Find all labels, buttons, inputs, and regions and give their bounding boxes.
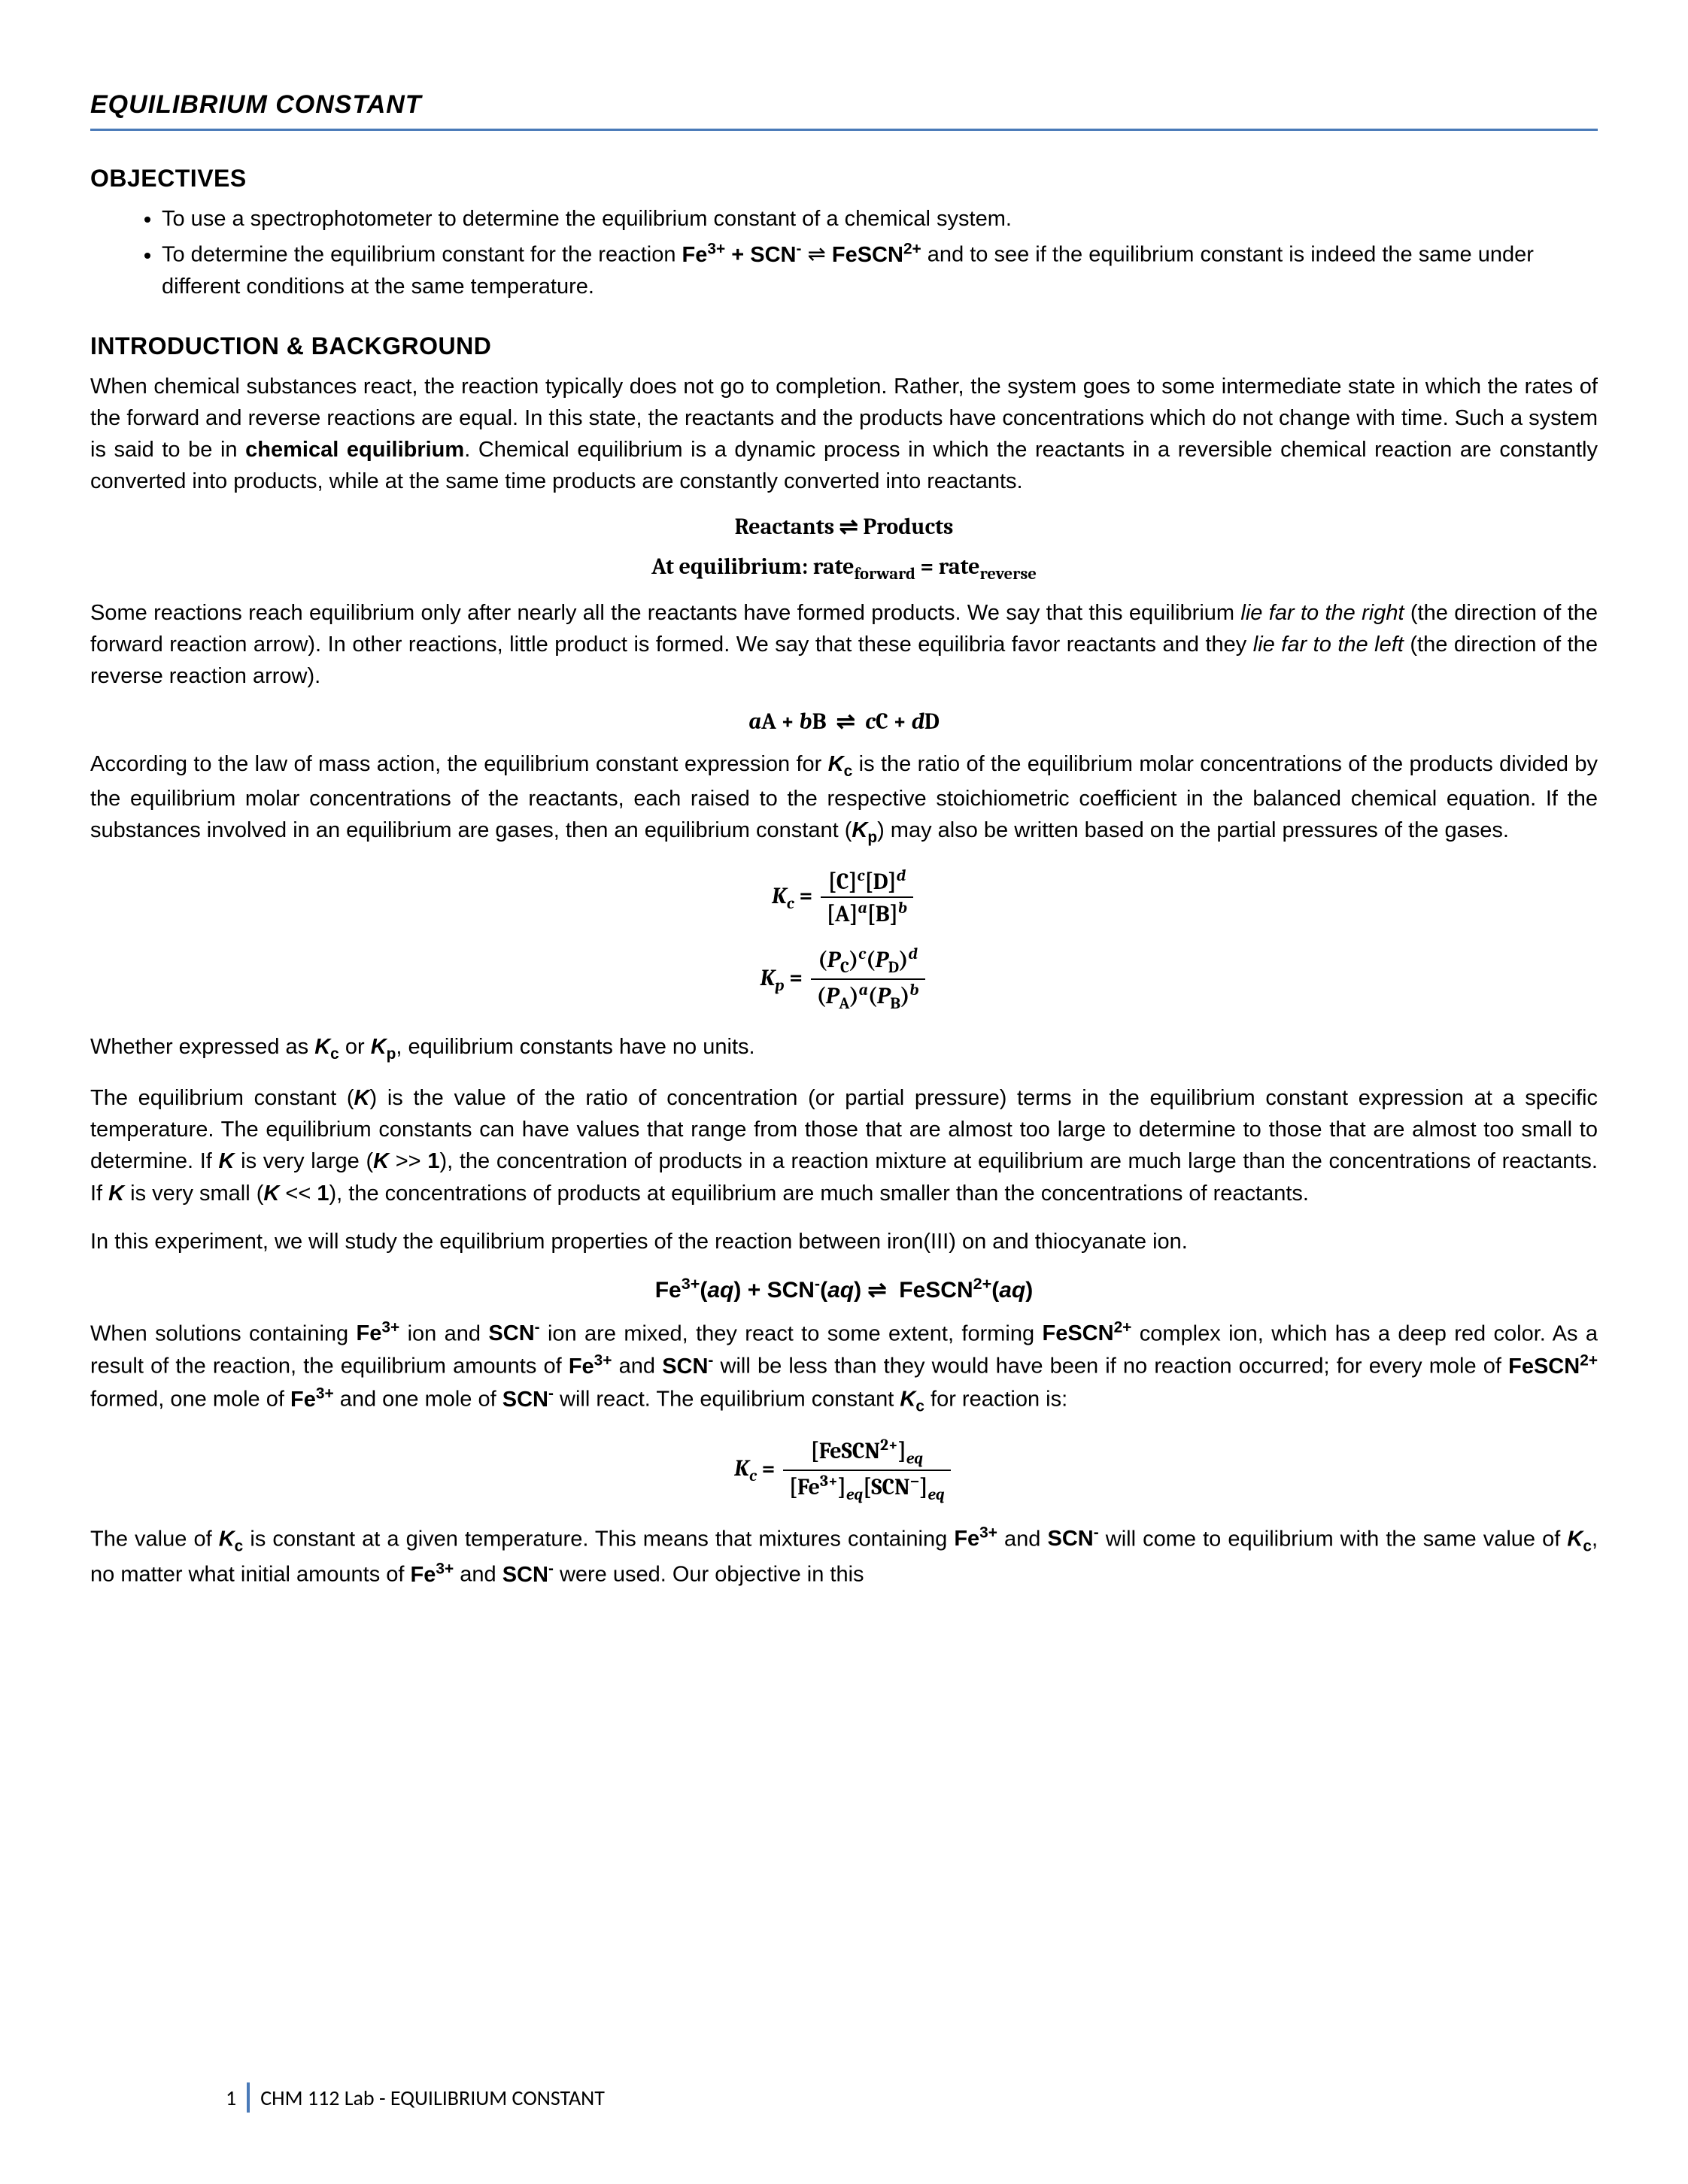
objectives-heading: OBJECTIVES <box>90 165 1598 193</box>
objectives-list: To use a spectrophotometer to determine … <box>162 203 1598 302</box>
eq-sub: forward <box>855 564 915 584</box>
paragraph: When chemical substances react, the reac… <box>90 371 1598 497</box>
equation-kc-fescn: Kc = [FeSCN2+]eq [Fe3+]eq[SCN−]eq <box>90 1436 1598 1504</box>
intro-heading: INTRODUCTION & BACKGROUND <box>90 332 1598 360</box>
eq-text: At equilibrium: rate <box>651 554 854 580</box>
page: EQUILIBRIUM CONSTANT OBJECTIVES To use a… <box>0 0 1688 2184</box>
eq-sub: reverse <box>980 564 1037 584</box>
equation-fe-scn: Fe3+(aq) + SCN-(aq) ⇌ FeSCN2+(aq) <box>90 1274 1598 1303</box>
paragraph: The value of Kc is constant at a given t… <box>90 1522 1598 1591</box>
footer-text: CHM 112 Lab - EQUILIBRIUM CONSTANT <box>260 2085 605 2111</box>
paragraph: In this experiment, we will study the eq… <box>90 1226 1598 1257</box>
doc-title: EQUILIBRIUM CONSTANT <box>90 90 1598 131</box>
paragraph: The equilibrium constant (K) is the valu… <box>90 1082 1598 1209</box>
equation-generic: aA + bB ⇌ cC + dD <box>90 708 1598 735</box>
eq-text: = rate <box>915 554 980 580</box>
equation-kc: Kc = [C]c[D]d [A]a[B]b <box>90 867 1598 927</box>
page-number: 1 <box>226 2085 236 2111</box>
paragraph: Some reactions reach equilibrium only af… <box>90 597 1598 692</box>
list-item: To use a spectrophotometer to determine … <box>162 203 1598 235</box>
page-footer: 1 CHM 112 Lab - EQUILIBRIUM CONSTANT <box>226 2082 605 2113</box>
equation-kp: Kp = (PC)c(PD)d (PA)a(PB)b <box>90 945 1598 1013</box>
paragraph: Whether expressed as Kc or Kp, equilibri… <box>90 1031 1598 1066</box>
footer-divider <box>247 2082 250 2113</box>
equation-rates: At equilibrium: rateforward = raterevers… <box>90 554 1598 584</box>
equation-reactants-products: Reactants ⇌ Products <box>90 514 1598 540</box>
paragraph: According to the law of mass action, the… <box>90 748 1598 849</box>
paragraph: When solutions containing Fe3+ ion and S… <box>90 1317 1598 1418</box>
list-item: To determine the equilibrium constant fo… <box>162 238 1598 302</box>
